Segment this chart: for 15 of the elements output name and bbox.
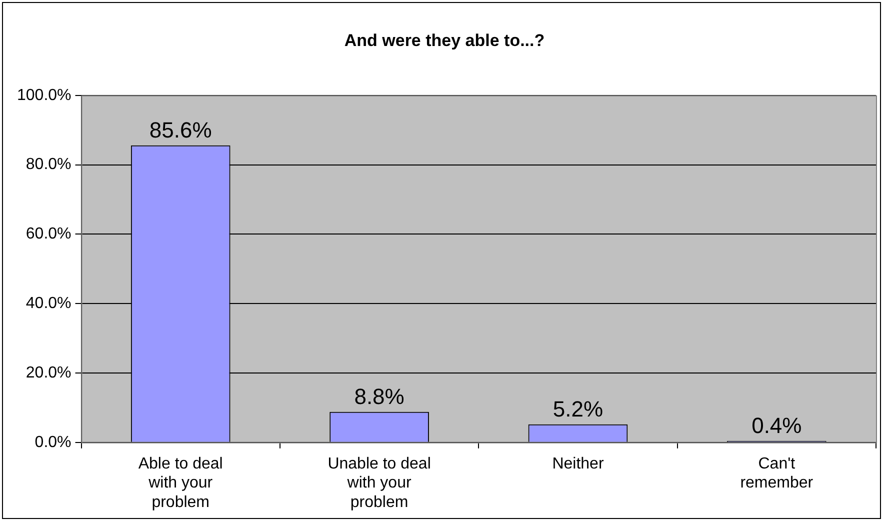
data-label: 8.8% bbox=[354, 384, 404, 409]
y-tick-label: 80.0% bbox=[26, 156, 72, 174]
y-tick-label: 0.0% bbox=[34, 434, 72, 451]
x-tick-label: Can't remember bbox=[740, 455, 814, 492]
chart-title: And were they able to...? bbox=[344, 30, 545, 50]
x-tick-label: Unable to deal with your problem bbox=[328, 455, 431, 511]
data-label: 0.4% bbox=[752, 413, 802, 438]
y-tick-label: 40.0% bbox=[26, 295, 72, 312]
y-tick-label: 100.0% bbox=[17, 86, 72, 104]
x-tick-label: Able to deal with your problem bbox=[138, 455, 223, 511]
y-tick-label: 60.0% bbox=[26, 226, 72, 243]
data-label: 85.6% bbox=[149, 117, 212, 142]
y-tick-label: 20.0% bbox=[26, 364, 72, 382]
data-label: 5.2% bbox=[552, 396, 604, 422]
x-tick-label: Neither bbox=[552, 455, 604, 472]
